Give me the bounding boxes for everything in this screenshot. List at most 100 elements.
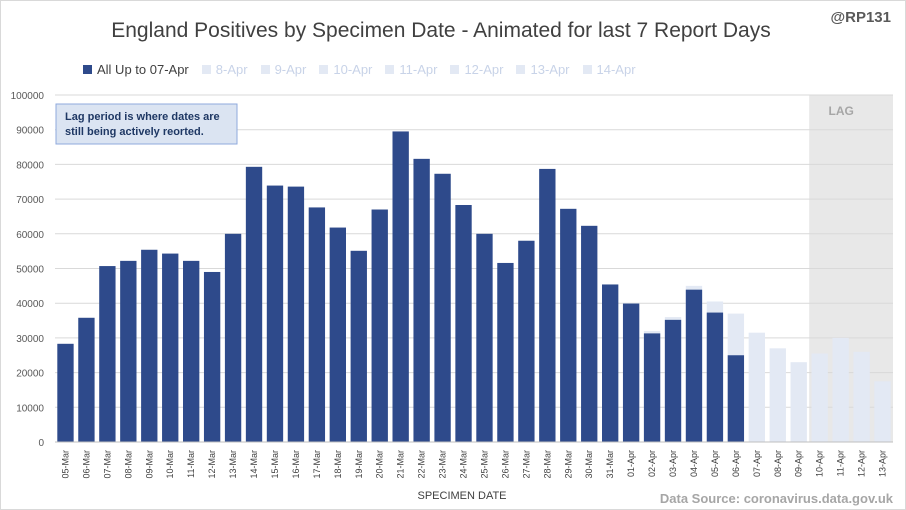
y-tick-label: 80000 (16, 160, 44, 171)
x-tick-label: 08-Apr (773, 450, 783, 477)
bar-up-to-07-apr (413, 158, 430, 442)
x-tick-label: 21-Mar (396, 450, 406, 479)
annotation-line-1: Lag period is where dates are (65, 111, 220, 123)
bar-later-report (811, 353, 828, 442)
bar-up-to-07-apr (245, 166, 263, 443)
bar-up-to-07-apr (224, 233, 242, 442)
legend-swatch (260, 64, 270, 74)
bar-up-to-07-apr (203, 271, 221, 442)
bar-up-to-07-apr (497, 262, 514, 442)
chart-legend: All Up to 07-Apr 8-Apr 9-Apr 10-Apr 11-Apr 12… (83, 60, 649, 78)
legend-swatch (83, 64, 92, 74)
legend-swatch (385, 64, 395, 74)
legend-item: 11-Apr (385, 60, 437, 78)
bar-up-to-07-apr (664, 319, 682, 442)
legend-item: 10-Apr (319, 60, 372, 78)
x-tick-label: 14-Mar (249, 450, 259, 479)
legend-label: 12-Apr (464, 61, 504, 77)
x-tick-label: 12-Mar (207, 450, 217, 479)
y-tick-label: 60000 (16, 230, 44, 241)
x-tick-label: 08-Mar (123, 450, 133, 479)
x-tick-label: 15-Mar (270, 450, 280, 479)
bar-up-to-07-apr (162, 253, 179, 442)
bar-up-to-07-apr (476, 233, 493, 442)
x-tick-label: 04-Apr (689, 450, 699, 477)
legend-label: 14-Apr (596, 61, 636, 77)
bar-up-to-07-apr (329, 227, 346, 442)
bar-up-to-07-apr (350, 250, 367, 442)
bar-up-to-07-apr (308, 207, 326, 442)
chart-title: England Positives by Specimen Date - Ani… (111, 19, 771, 42)
bar-up-to-07-apr (560, 208, 577, 442)
bar-later-report (790, 362, 807, 442)
y-tick-label: 0 (38, 438, 44, 449)
bar-up-to-07-apr (434, 173, 451, 443)
author-handle: @RP131 (830, 9, 892, 26)
x-tick-label: 13-Apr (878, 450, 888, 477)
x-tick-label: 27-Mar (521, 450, 531, 479)
x-tick-label: 12-Apr (857, 450, 867, 477)
x-tick-label: 18-Mar (333, 450, 343, 479)
x-tick-label: 19-Mar (354, 450, 364, 479)
bar-up-to-07-apr (392, 131, 409, 442)
legend-label: 9-Apr (274, 61, 307, 77)
y-tick-label: 10000 (16, 403, 44, 414)
x-tick-label: 07-Apr (752, 450, 762, 477)
bar-later-report (769, 348, 786, 442)
legend-swatch (450, 64, 460, 74)
legend-item: 9-Apr (260, 60, 307, 78)
y-tick-label: 20000 (16, 369, 44, 380)
x-tick-label: 03-Apr (668, 450, 678, 477)
x-tick-label: 31-Mar (605, 450, 615, 479)
x-axis-title: SPECIMEN DATE (417, 490, 506, 502)
lag-label: LAG (829, 104, 854, 118)
x-tick-label: 09-Apr (794, 450, 804, 477)
x-tick-label: 01-Apr (626, 450, 636, 477)
bar-up-to-07-apr (266, 185, 284, 442)
y-tick-label: 100000 (11, 91, 45, 102)
x-tick-label: 23-Mar (438, 450, 448, 479)
bar-up-to-07-apr (518, 240, 535, 442)
legend-label: 10-Apr (333, 61, 373, 77)
lag-annotation: Lag period is where dates are still being… (55, 103, 238, 145)
legend-label: 11-Apr (399, 61, 438, 77)
annotation-line-2: still being actively reorted. (65, 126, 204, 138)
x-tick-label: 28-Mar (542, 450, 552, 479)
bar-up-to-07-apr (602, 284, 619, 442)
y-tick-label: 40000 (16, 299, 44, 310)
x-tick-label: 30-Mar (584, 450, 594, 479)
data-source: Data Source: coronavirus.data.gov.uk (659, 491, 893, 506)
bar-up-to-07-apr (539, 168, 556, 442)
bar-up-to-07-apr (99, 266, 116, 442)
legend-label: 8-Apr (215, 61, 248, 77)
y-tick-label: 90000 (16, 126, 44, 137)
legend-swatch (201, 64, 211, 74)
bar-up-to-07-apr (371, 209, 388, 442)
x-tick-label: 06-Apr (731, 450, 741, 477)
x-tick-label: 05-Mar (60, 450, 70, 479)
bar-later-report (853, 351, 870, 442)
x-tick-label: 11-Mar (186, 450, 196, 478)
legend-swatch (516, 64, 526, 74)
x-tick-label: 09-Mar (144, 450, 154, 479)
legend-item: 13-Apr (516, 60, 570, 78)
bar-later-report (874, 381, 891, 442)
bar-up-to-07-apr (78, 317, 95, 442)
x-tick-label: 29-Mar (563, 450, 573, 479)
legend-swatch (582, 64, 592, 74)
legend-item: 8-Apr (201, 60, 248, 78)
bar-up-to-07-apr (120, 260, 137, 442)
x-tick-label: 11-Apr (836, 450, 846, 476)
x-tick-label: 05-Apr (710, 450, 720, 477)
x-tick-label: 06-Mar (81, 450, 91, 479)
bar-up-to-07-apr (727, 355, 745, 442)
x-tick-label: 13-Mar (228, 450, 238, 479)
bar-up-to-07-apr (57, 343, 74, 442)
x-tick-label: 16-Mar (291, 450, 301, 479)
x-tick-label: 17-Mar (312, 450, 322, 479)
bar-up-to-07-apr (706, 312, 724, 442)
bar-up-to-07-apr (581, 225, 598, 442)
bar-later-report (832, 337, 849, 442)
